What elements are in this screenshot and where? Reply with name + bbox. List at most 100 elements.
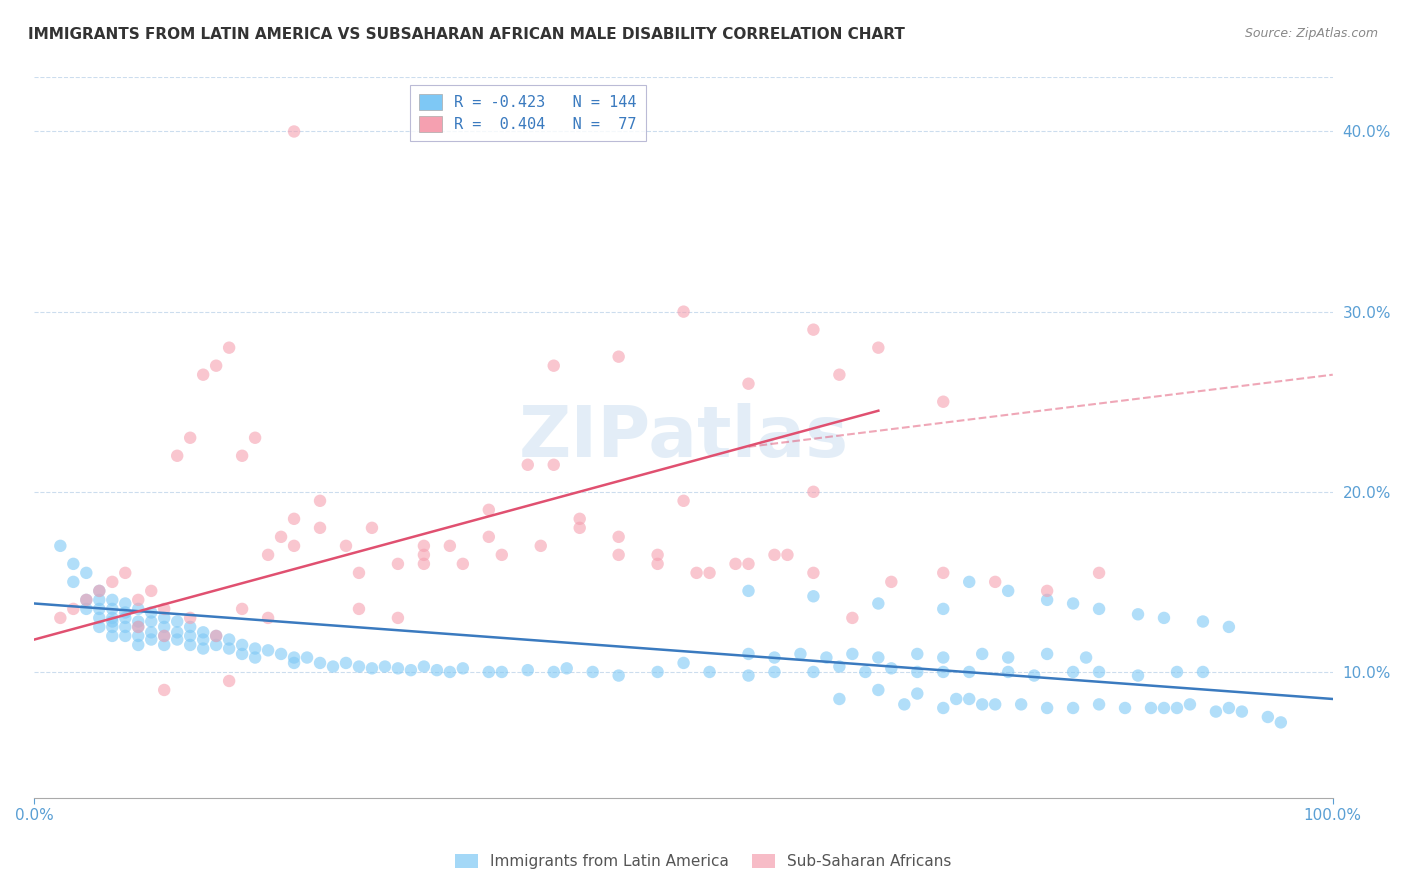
Point bbox=[932, 701, 955, 715]
Point bbox=[257, 611, 280, 625]
Point bbox=[114, 597, 136, 611]
Point bbox=[516, 663, 538, 677]
Point bbox=[685, 566, 707, 580]
Point bbox=[997, 665, 1019, 679]
Point bbox=[957, 692, 980, 706]
Point bbox=[127, 638, 149, 652]
Point bbox=[141, 625, 163, 640]
Point bbox=[101, 615, 124, 629]
Point bbox=[127, 620, 149, 634]
Point bbox=[672, 304, 695, 318]
Point bbox=[193, 632, 215, 647]
Point bbox=[283, 650, 305, 665]
Point bbox=[153, 620, 176, 634]
Point bbox=[803, 566, 825, 580]
Point bbox=[114, 629, 136, 643]
Point bbox=[127, 615, 149, 629]
Point bbox=[1010, 698, 1032, 712]
Point bbox=[1088, 602, 1111, 616]
Point bbox=[932, 566, 955, 580]
Point bbox=[516, 458, 538, 472]
Point bbox=[127, 602, 149, 616]
Text: ZIPatlas: ZIPatlas bbox=[519, 403, 849, 472]
Point bbox=[101, 620, 124, 634]
Point bbox=[880, 574, 903, 589]
Point bbox=[1166, 665, 1188, 679]
Point bbox=[1036, 583, 1059, 598]
Point bbox=[309, 493, 332, 508]
Point bbox=[218, 632, 240, 647]
Point bbox=[193, 368, 215, 382]
Point bbox=[179, 620, 201, 634]
Point bbox=[387, 661, 409, 675]
Point bbox=[828, 368, 851, 382]
Point bbox=[205, 359, 228, 373]
Point bbox=[166, 615, 188, 629]
Point bbox=[127, 593, 149, 607]
Point bbox=[62, 574, 84, 589]
Point bbox=[868, 597, 890, 611]
Point bbox=[647, 557, 669, 571]
Point bbox=[568, 521, 591, 535]
Point bbox=[905, 647, 928, 661]
Point bbox=[1036, 701, 1059, 715]
Point bbox=[491, 548, 513, 562]
Point bbox=[153, 638, 176, 652]
Point bbox=[283, 512, 305, 526]
Point bbox=[1062, 701, 1084, 715]
Point bbox=[101, 574, 124, 589]
Point bbox=[141, 606, 163, 620]
Point bbox=[737, 583, 759, 598]
Point bbox=[205, 629, 228, 643]
Point bbox=[841, 611, 863, 625]
Point bbox=[412, 557, 434, 571]
Point bbox=[101, 611, 124, 625]
Point bbox=[530, 539, 553, 553]
Point bbox=[89, 583, 111, 598]
Point bbox=[412, 548, 434, 562]
Point bbox=[347, 602, 370, 616]
Point bbox=[945, 692, 967, 706]
Point bbox=[491, 665, 513, 679]
Point bbox=[868, 683, 890, 698]
Point bbox=[972, 698, 994, 712]
Point bbox=[672, 656, 695, 670]
Point bbox=[905, 687, 928, 701]
Point bbox=[166, 449, 188, 463]
Point bbox=[1230, 705, 1253, 719]
Point bbox=[62, 557, 84, 571]
Point bbox=[412, 659, 434, 673]
Point bbox=[335, 656, 357, 670]
Point bbox=[984, 698, 1007, 712]
Point bbox=[1062, 665, 1084, 679]
Point bbox=[309, 656, 332, 670]
Point bbox=[607, 548, 630, 562]
Point bbox=[1218, 620, 1240, 634]
Point bbox=[101, 602, 124, 616]
Point bbox=[89, 593, 111, 607]
Point bbox=[179, 638, 201, 652]
Point bbox=[141, 583, 163, 598]
Point bbox=[582, 665, 605, 679]
Point bbox=[179, 431, 201, 445]
Point bbox=[737, 376, 759, 391]
Point bbox=[1024, 668, 1046, 682]
Point bbox=[426, 663, 449, 677]
Point bbox=[166, 625, 188, 640]
Point bbox=[1153, 611, 1175, 625]
Point bbox=[763, 650, 786, 665]
Point bbox=[141, 632, 163, 647]
Point bbox=[543, 359, 565, 373]
Point bbox=[1088, 665, 1111, 679]
Point bbox=[828, 692, 851, 706]
Point bbox=[62, 602, 84, 616]
Point bbox=[478, 530, 501, 544]
Point bbox=[89, 583, 111, 598]
Point bbox=[1192, 615, 1215, 629]
Point bbox=[803, 589, 825, 603]
Point bbox=[231, 449, 253, 463]
Point bbox=[868, 341, 890, 355]
Point bbox=[243, 641, 266, 656]
Point bbox=[789, 647, 811, 661]
Point bbox=[647, 548, 669, 562]
